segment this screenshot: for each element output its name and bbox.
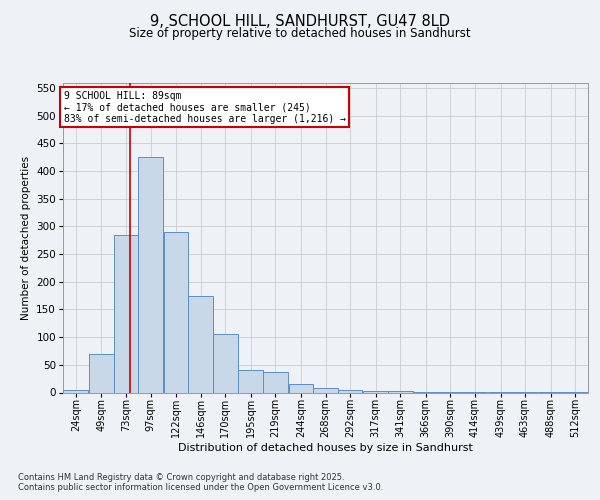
Bar	[338, 390, 362, 392]
Text: Contains HM Land Registry data © Crown copyright and database right 2025.: Contains HM Land Registry data © Crown c…	[18, 472, 344, 482]
Bar	[138, 157, 163, 392]
Bar	[188, 296, 213, 392]
Text: Size of property relative to detached houses in Sandhurst: Size of property relative to detached ho…	[129, 28, 471, 40]
Bar	[113, 234, 139, 392]
Bar	[213, 334, 238, 392]
Text: 9 SCHOOL HILL: 89sqm
← 17% of detached houses are smaller (245)
83% of semi-deta: 9 SCHOOL HILL: 89sqm ← 17% of detached h…	[64, 91, 346, 124]
Bar	[64, 390, 88, 392]
Bar	[313, 388, 338, 392]
Bar	[164, 232, 188, 392]
Bar	[238, 370, 263, 392]
Bar	[263, 372, 288, 392]
Bar	[289, 384, 313, 392]
Bar	[363, 391, 388, 392]
X-axis label: Distribution of detached houses by size in Sandhurst: Distribution of detached houses by size …	[178, 443, 473, 453]
Text: Contains public sector information licensed under the Open Government Licence v3: Contains public sector information licen…	[18, 484, 383, 492]
Text: 9, SCHOOL HILL, SANDHURST, GU47 8LD: 9, SCHOOL HILL, SANDHURST, GU47 8LD	[150, 14, 450, 29]
Bar	[89, 354, 114, 393]
Y-axis label: Number of detached properties: Number of detached properties	[21, 156, 31, 320]
